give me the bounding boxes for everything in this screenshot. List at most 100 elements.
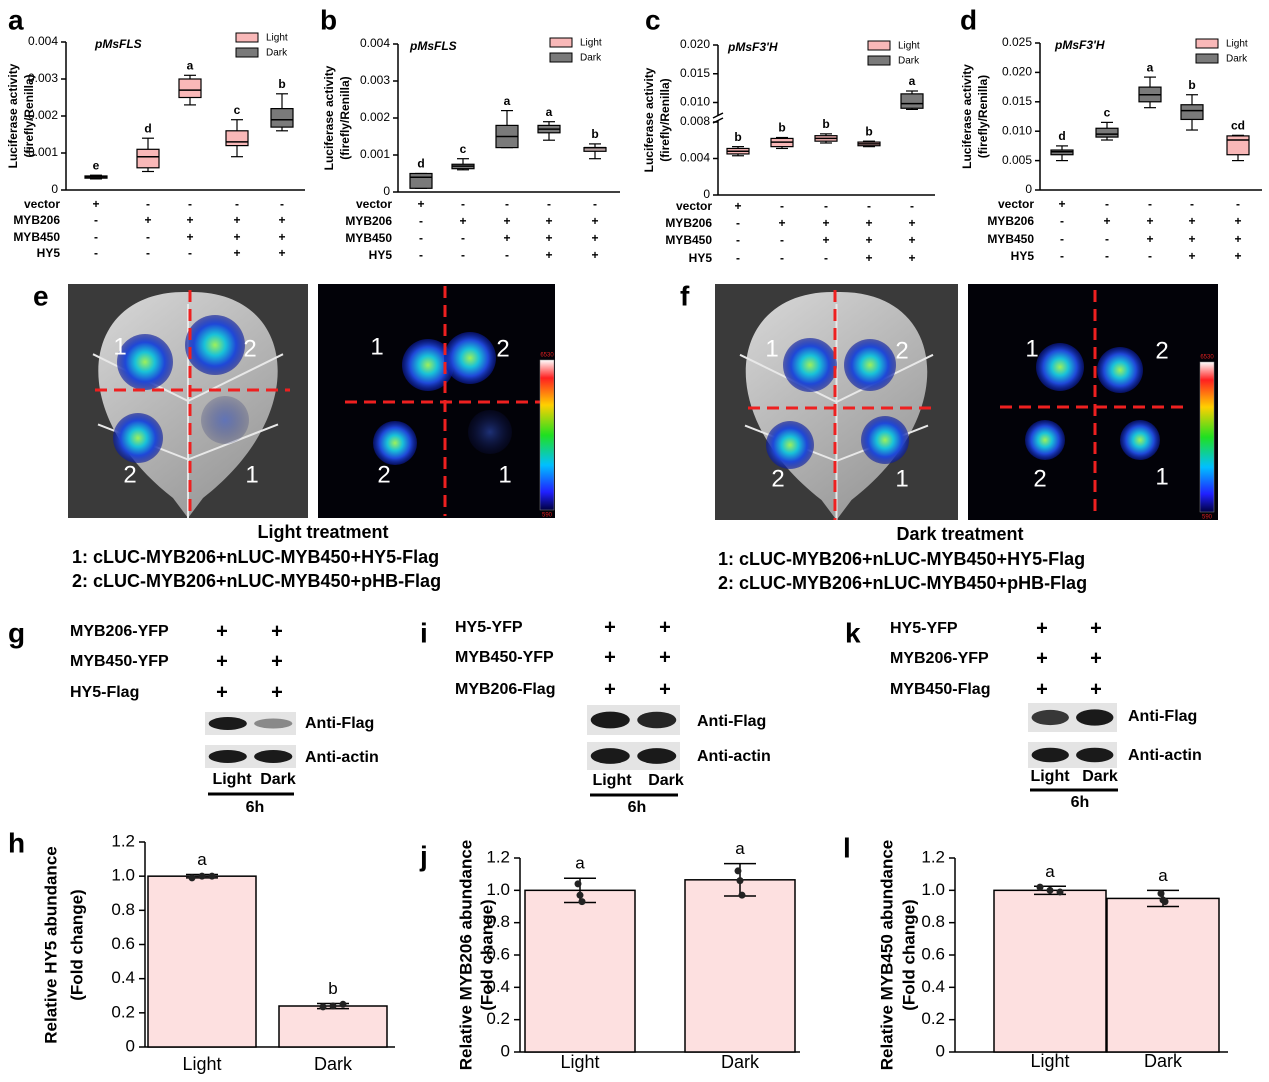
condition-label: vector [356, 197, 392, 211]
chart-title: pMsF3'H [1054, 38, 1105, 52]
condition-sign: + [865, 233, 872, 247]
y-tick-label: 0.020 [680, 37, 710, 51]
construct-label: MYB206-YFP [890, 650, 989, 667]
y-tick-label: 1.2 [486, 847, 510, 866]
significance-letter: a [187, 58, 194, 72]
condition-sign: + [734, 199, 741, 213]
condition-sign: - [461, 197, 465, 211]
luminescence-spot [1120, 420, 1160, 460]
panel-letter: l [843, 832, 851, 863]
condition-sign: + [1234, 214, 1241, 228]
condition-sign: + [591, 214, 598, 228]
condition-sign: - [1105, 249, 1109, 263]
condition-sign: + [92, 197, 99, 211]
box [1226, 135, 1250, 156]
condition-sign: - [94, 246, 98, 260]
construct-sign: + [216, 650, 228, 672]
spot-label: 1 [113, 333, 126, 360]
condition-sign: - [1148, 249, 1152, 263]
y-axis-label: Relative MYB206 abundance [456, 840, 475, 1071]
condition-sign: - [419, 231, 423, 245]
data-point [1046, 886, 1054, 894]
luminescence-spot [1025, 420, 1065, 460]
y-tick-label: 0.004 [28, 34, 58, 48]
construct-label: MYB450-YFP [455, 649, 554, 666]
condition-sign: + [186, 213, 193, 227]
y-tick-label: 0.8 [486, 912, 510, 931]
y-tick-label: 0.003 [28, 71, 58, 85]
caption-line: 1: cLUC-MYB206+nLUC-MYB450+HY5-Flag [72, 547, 439, 567]
condition-sign: + [278, 230, 285, 244]
y-tick-label: 0.015 [1002, 94, 1032, 108]
luminescence-spot [844, 339, 896, 391]
construct-sign: + [271, 681, 283, 703]
construct-sign: + [1090, 647, 1102, 669]
chart-title: pMsFLS [409, 39, 457, 53]
y-tick-label: 1.2 [111, 831, 135, 850]
condition-sign: + [545, 214, 552, 228]
condition-sign: - [1060, 214, 1064, 228]
panel-letter: d [960, 4, 977, 35]
y-axis-label: (firefly/Renilla) [338, 76, 352, 159]
condition-sign: - [1060, 249, 1064, 263]
legend-swatch [1195, 38, 1219, 49]
data-point [339, 1000, 347, 1008]
y-tick-label: 0.008 [680, 114, 710, 128]
color-scale-min: 590 [542, 513, 553, 519]
color-scale [1199, 361, 1215, 513]
condition-sign: + [144, 213, 151, 227]
spot-label: 2 [377, 461, 390, 488]
significance-letter: b [1188, 78, 1195, 92]
y-axis-label: Luciferase activity [322, 65, 336, 170]
y-tick-label: 1.2 [921, 847, 945, 866]
construct-sign: + [1090, 617, 1102, 639]
legend-label: Light [266, 33, 288, 44]
condition-sign: - [1105, 197, 1109, 211]
condition-sign: + [908, 251, 915, 265]
y-axis-label: Luciferase activity [6, 63, 20, 168]
color-scale [539, 359, 555, 511]
luminescence-spot [402, 339, 454, 391]
antibody-label: Anti-actin [697, 748, 771, 765]
y-tick-label: 0.002 [360, 110, 390, 124]
condition-sign: + [1234, 249, 1241, 263]
construct-sign: + [216, 620, 228, 642]
condition-sign: - [461, 231, 465, 245]
condition-sign: + [503, 214, 510, 228]
y-tick-label: 0.010 [680, 95, 710, 109]
y-tick-label: 0.010 [1002, 123, 1032, 137]
condition-sign: - [505, 197, 509, 211]
condition-sign: + [1188, 249, 1195, 263]
y-tick-label: 0.004 [680, 151, 710, 165]
condition-sign: + [1188, 214, 1195, 228]
luminescence-spot [766, 421, 814, 469]
x-tick-label: Light [182, 1054, 221, 1074]
luminescence-spot [444, 332, 496, 384]
luminescence-spot [373, 421, 417, 465]
panel-letter: c [645, 4, 661, 35]
y-tick-label: 0.6 [486, 944, 510, 963]
spot-label: 1 [245, 461, 258, 488]
construct-label: MYB206-YFP [70, 623, 169, 640]
condition-sign: + [591, 231, 598, 245]
blot-band [637, 711, 677, 729]
condition-label: HY5 [689, 251, 713, 265]
condition-sign: - [235, 197, 239, 211]
spot-label: 1 [765, 335, 778, 362]
condition-label: HY5 [1011, 249, 1035, 263]
condition-sign: - [188, 197, 192, 211]
condition-sign: + [778, 216, 785, 230]
legend-swatch [549, 52, 573, 63]
data-point [1157, 890, 1165, 898]
y-tick-label: 0 [51, 182, 58, 196]
construct-sign: + [659, 616, 671, 638]
y-tick-label: 0 [383, 184, 390, 198]
condition-sign: - [1148, 197, 1152, 211]
blot-band [208, 750, 247, 763]
chart-title: pMsF3'H [727, 40, 778, 54]
data-point [208, 872, 216, 880]
condition-sign: - [146, 197, 150, 211]
significance-letter: a [575, 854, 585, 873]
luminescence-spot [185, 315, 245, 375]
significance-letter: a [1045, 862, 1055, 881]
